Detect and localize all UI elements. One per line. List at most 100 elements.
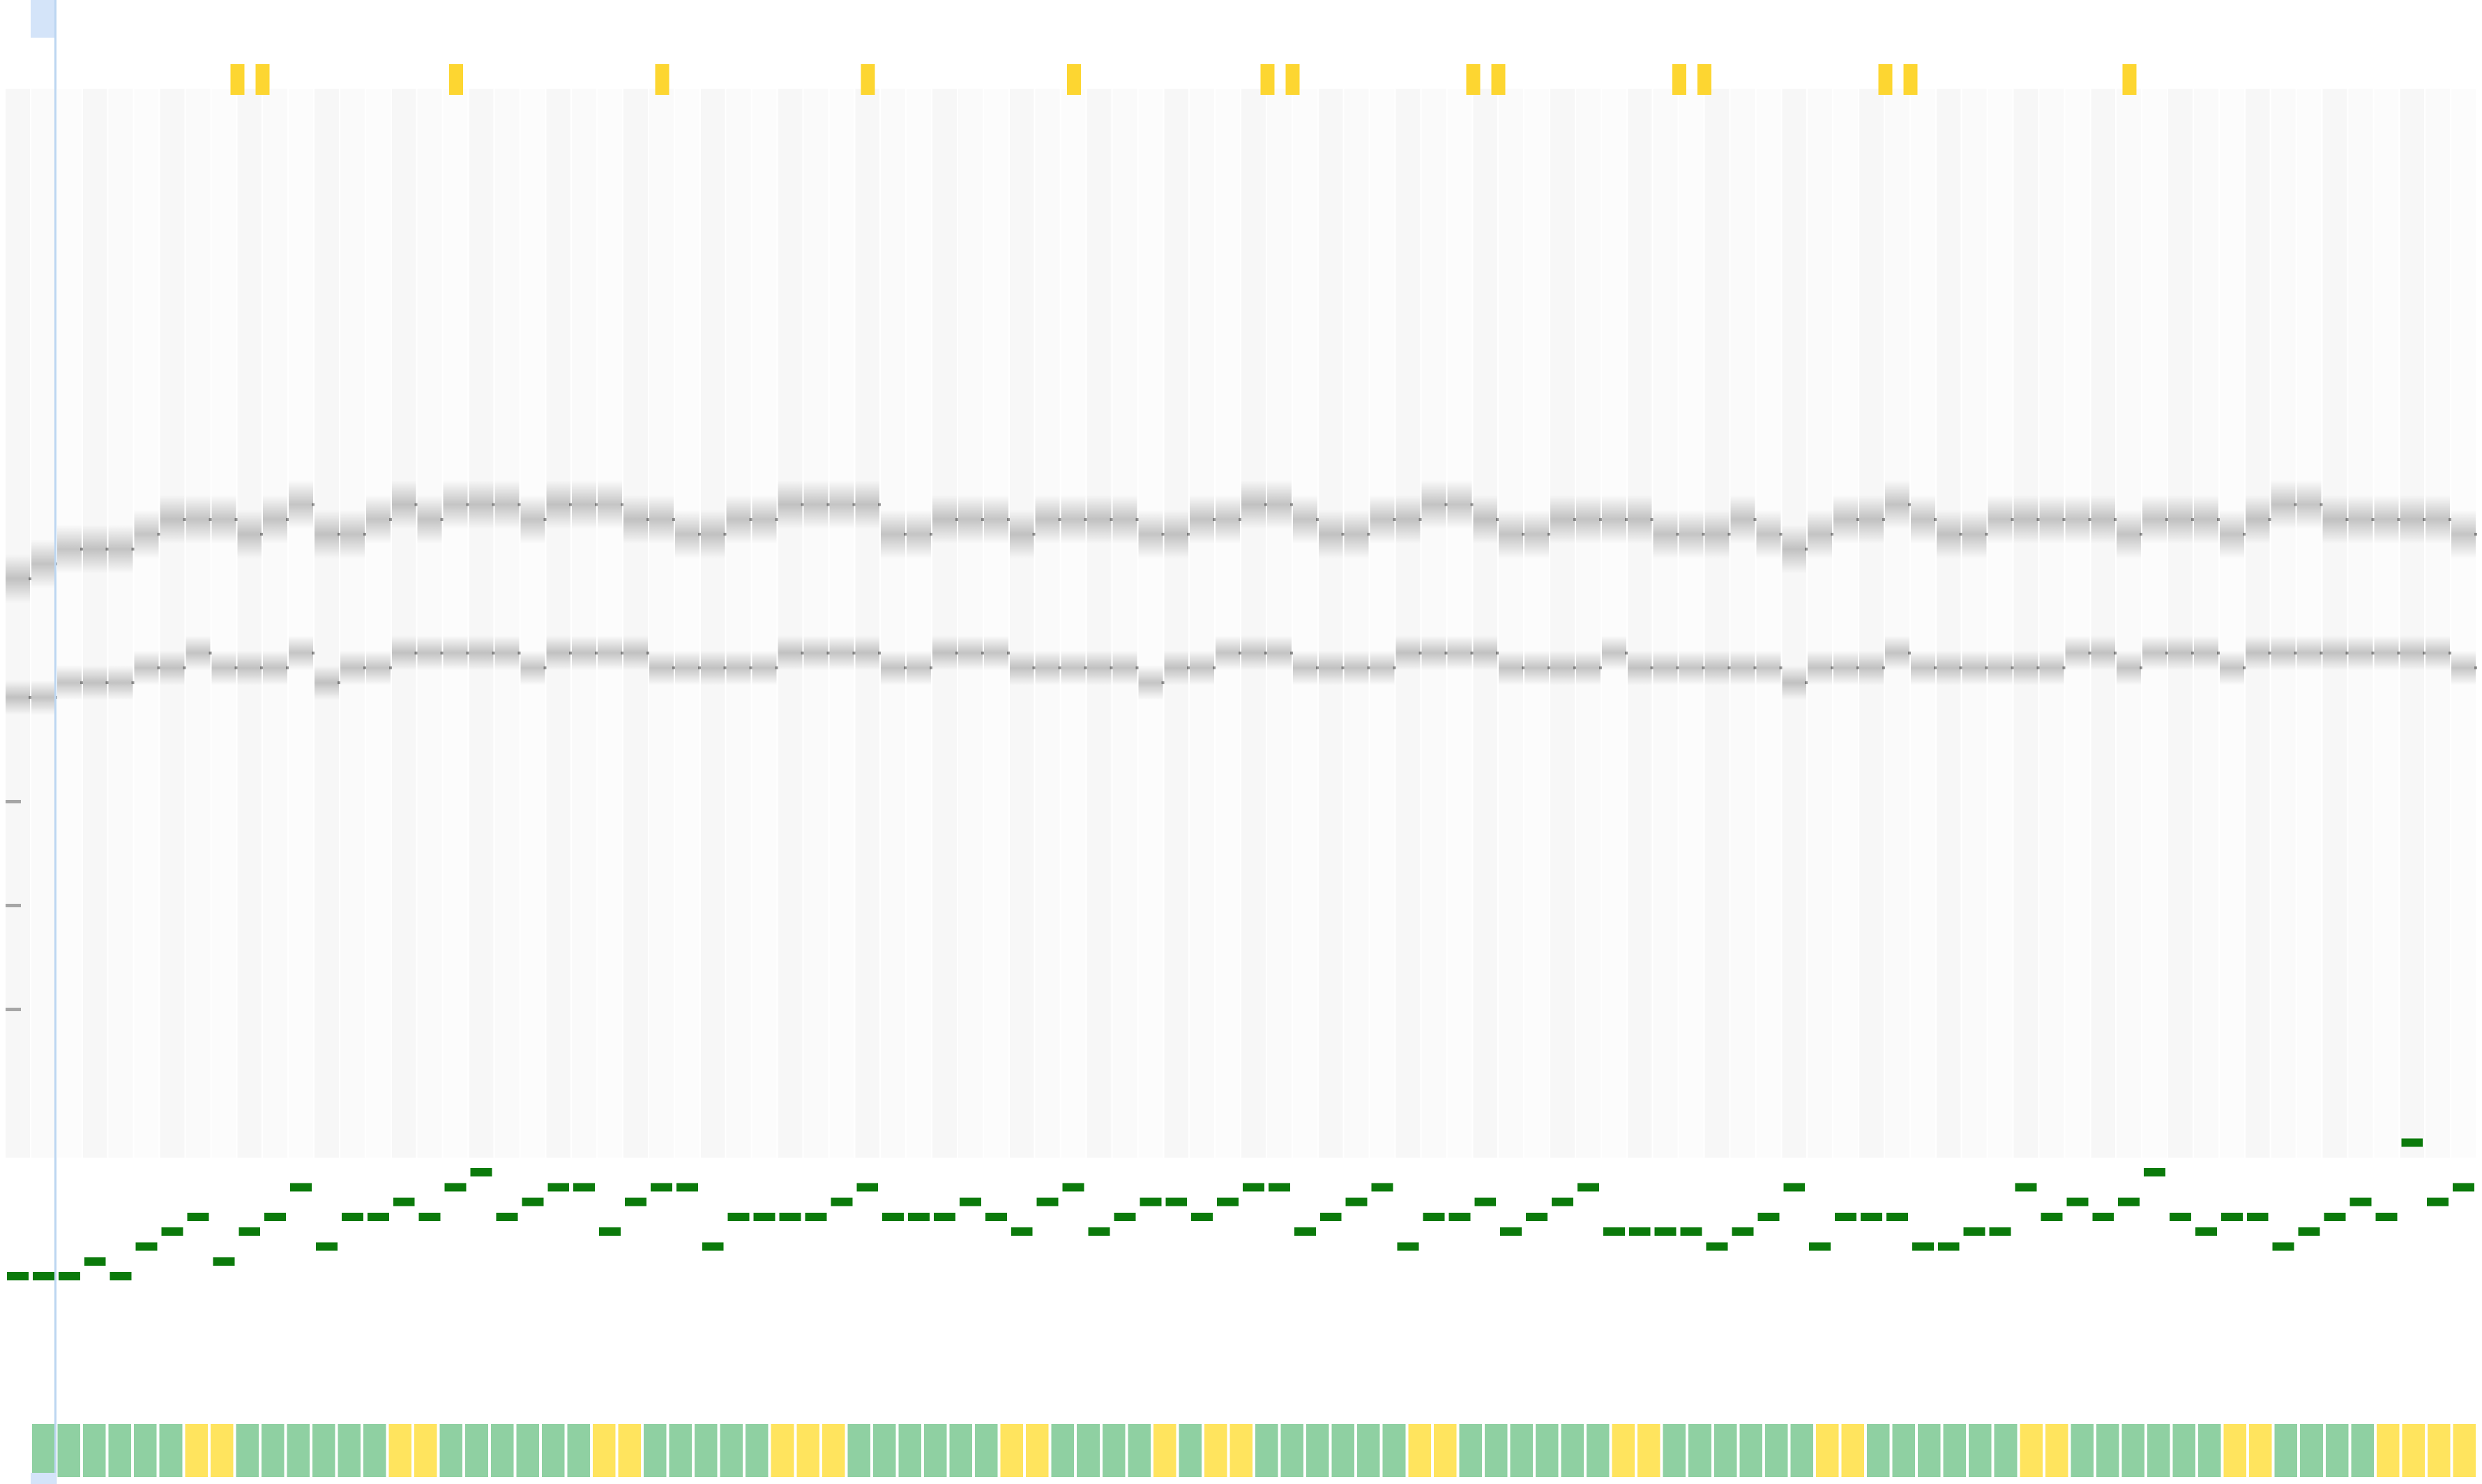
beat-cell[interactable] bbox=[1612, 1424, 1635, 1477]
beat-cell[interactable] bbox=[490, 1424, 514, 1477]
beat-cell[interactable] bbox=[2223, 1424, 2247, 1477]
beat-cell[interactable] bbox=[1969, 1424, 1992, 1477]
beat-cell[interactable] bbox=[57, 1424, 81, 1477]
beat-cell[interactable] bbox=[1153, 1424, 1176, 1477]
beat-cell[interactable] bbox=[1713, 1424, 1737, 1477]
beat-cell[interactable] bbox=[2249, 1424, 2272, 1477]
beat-cell[interactable] bbox=[185, 1424, 208, 1477]
playhead[interactable] bbox=[31, 0, 56, 1484]
beat-cell[interactable] bbox=[2172, 1424, 2196, 1477]
beat-cell[interactable] bbox=[695, 1424, 718, 1477]
playhead-top-handle[interactable] bbox=[31, 0, 56, 38]
beat-cell[interactable] bbox=[1433, 1424, 1457, 1477]
beat-cell[interactable] bbox=[2300, 1424, 2323, 1477]
beat-cell[interactable] bbox=[516, 1424, 539, 1477]
beat-cell[interactable] bbox=[236, 1424, 259, 1477]
beat-cell[interactable] bbox=[1026, 1424, 1049, 1477]
beat-cell[interactable] bbox=[618, 1424, 641, 1477]
beat-cell[interactable] bbox=[2453, 1424, 2476, 1477]
beat-cell[interactable] bbox=[949, 1424, 973, 1477]
beat-cell[interactable] bbox=[1510, 1424, 1533, 1477]
beat-cell[interactable] bbox=[720, 1424, 743, 1477]
beat-cell[interactable] bbox=[541, 1424, 565, 1477]
beat-cell[interactable] bbox=[338, 1424, 361, 1477]
beat-cell[interactable] bbox=[669, 1424, 693, 1477]
beat-cell[interactable] bbox=[2351, 1424, 2374, 1477]
playhead-line[interactable] bbox=[54, 0, 56, 1484]
beat-cell[interactable] bbox=[1637, 1424, 1660, 1477]
beat-cell[interactable] bbox=[1459, 1424, 1482, 1477]
beat-cell[interactable] bbox=[465, 1424, 488, 1477]
beat-cell[interactable] bbox=[1892, 1424, 1916, 1477]
beat-cell[interactable] bbox=[1357, 1424, 1380, 1477]
beat-cell[interactable] bbox=[414, 1424, 437, 1477]
beat-cell[interactable] bbox=[2325, 1424, 2349, 1477]
beat-cell[interactable] bbox=[1841, 1424, 1864, 1477]
beat-cell[interactable] bbox=[2121, 1424, 2144, 1477]
beat-cell[interactable] bbox=[2071, 1424, 2094, 1477]
beat-cell[interactable] bbox=[2147, 1424, 2170, 1477]
beat-cell[interactable] bbox=[1280, 1424, 1304, 1477]
beat-strip[interactable] bbox=[32, 1424, 2476, 1477]
beat-cell[interactable] bbox=[1331, 1424, 1355, 1477]
beat-cell[interactable] bbox=[2402, 1424, 2425, 1477]
beat-cell[interactable] bbox=[1764, 1424, 1788, 1477]
beat-cell[interactable] bbox=[83, 1424, 106, 1477]
beat-cell[interactable] bbox=[1867, 1424, 1890, 1477]
beat-cell[interactable] bbox=[1204, 1424, 1227, 1477]
beat-cell[interactable] bbox=[363, 1424, 386, 1477]
beat-cell[interactable] bbox=[1663, 1424, 1686, 1477]
beat-cell[interactable] bbox=[592, 1424, 616, 1477]
beat-cell[interactable] bbox=[287, 1424, 310, 1477]
beat-cell[interactable] bbox=[1306, 1424, 1329, 1477]
beat-cell[interactable] bbox=[1535, 1424, 1559, 1477]
playhead-bottom-handle[interactable] bbox=[31, 1473, 56, 1484]
beat-cell[interactable] bbox=[822, 1424, 845, 1477]
beat-cell[interactable] bbox=[2198, 1424, 2221, 1477]
beat-cell[interactable] bbox=[32, 1424, 55, 1477]
beat-cell[interactable] bbox=[261, 1424, 285, 1477]
beat-cell[interactable] bbox=[1000, 1424, 1024, 1477]
beat-cell[interactable] bbox=[1688, 1424, 1711, 1477]
beat-cell[interactable] bbox=[567, 1424, 590, 1477]
beat-cell[interactable] bbox=[388, 1424, 412, 1477]
beat-cell[interactable] bbox=[1408, 1424, 1431, 1477]
beat-cell[interactable] bbox=[1077, 1424, 1100, 1477]
beat-cell[interactable] bbox=[159, 1424, 183, 1477]
beat-cell[interactable] bbox=[2020, 1424, 2043, 1477]
beat-cell[interactable] bbox=[898, 1424, 921, 1477]
beat-cell[interactable] bbox=[134, 1424, 157, 1477]
beat-cell[interactable] bbox=[108, 1424, 132, 1477]
beat-cell[interactable] bbox=[2427, 1424, 2451, 1477]
beat-cell[interactable] bbox=[2376, 1424, 2400, 1477]
beat-cell[interactable] bbox=[796, 1424, 819, 1477]
beat-cell[interactable] bbox=[312, 1424, 335, 1477]
beat-cell[interactable] bbox=[1587, 1424, 1610, 1477]
beat-cell[interactable] bbox=[746, 1424, 769, 1477]
beat-cell[interactable] bbox=[2096, 1424, 2119, 1477]
beat-cell[interactable] bbox=[1382, 1424, 1406, 1477]
beat-cell[interactable] bbox=[872, 1424, 896, 1477]
beat-cell[interactable] bbox=[1229, 1424, 1253, 1477]
beat-cell[interactable] bbox=[923, 1424, 947, 1477]
beat-cell[interactable] bbox=[975, 1424, 998, 1477]
beat-cell[interactable] bbox=[1484, 1424, 1508, 1477]
beat-cell[interactable] bbox=[1561, 1424, 1584, 1477]
beat-cell[interactable] bbox=[1051, 1424, 1075, 1477]
beat-cell[interactable] bbox=[1815, 1424, 1839, 1477]
beat-cell[interactable] bbox=[1102, 1424, 1126, 1477]
beat-cell[interactable] bbox=[771, 1424, 794, 1477]
beat-cell[interactable] bbox=[2274, 1424, 2298, 1477]
beat-cell[interactable] bbox=[1128, 1424, 1151, 1477]
beat-cell[interactable] bbox=[1739, 1424, 1762, 1477]
beat-cell[interactable] bbox=[847, 1424, 870, 1477]
beat-cell[interactable] bbox=[1918, 1424, 1941, 1477]
beat-cell[interactable] bbox=[210, 1424, 234, 1477]
beat-cell[interactable] bbox=[1179, 1424, 1202, 1477]
beat-cell[interactable] bbox=[439, 1424, 463, 1477]
beat-cell[interactable] bbox=[1255, 1424, 1278, 1477]
beat-cell[interactable] bbox=[1943, 1424, 1967, 1477]
beat-cell[interactable] bbox=[1994, 1424, 2018, 1477]
beat-cell[interactable] bbox=[1790, 1424, 1813, 1477]
beat-cell[interactable] bbox=[2045, 1424, 2068, 1477]
